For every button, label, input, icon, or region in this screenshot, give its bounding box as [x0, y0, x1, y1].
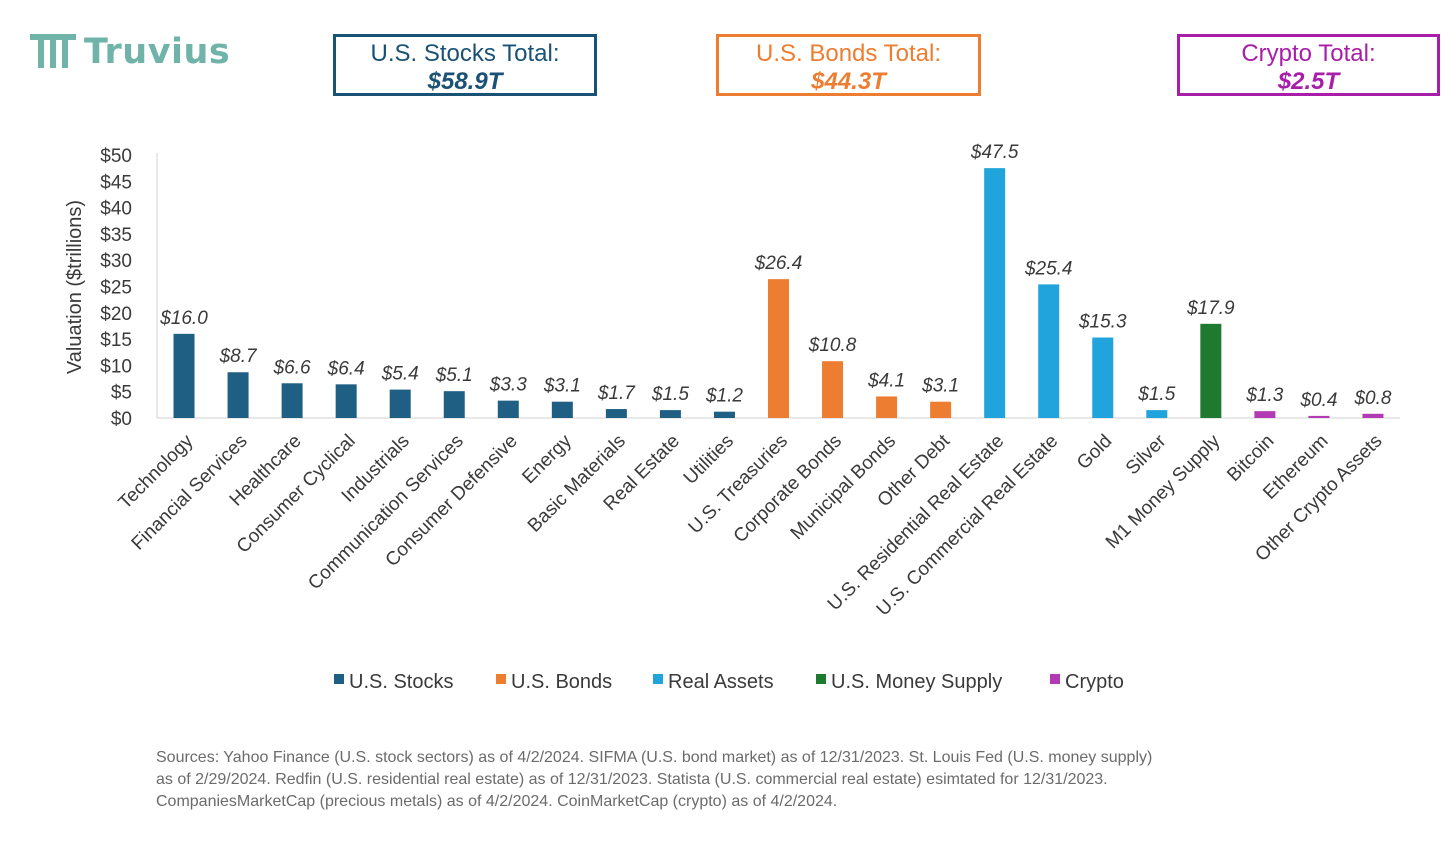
data-label: $47.5 [970, 142, 1019, 163]
brand-name: Truvius [84, 32, 231, 72]
legend-swatch [816, 674, 826, 684]
y-tick-label: $30 [100, 251, 132, 272]
data-label: $5.1 [435, 365, 473, 386]
bar-consumer-cyclical [335, 384, 357, 418]
data-label: $25.4 [1024, 258, 1073, 279]
data-label: $3.1 [543, 376, 581, 397]
legend-swatch [334, 674, 344, 684]
bar-other-debt [930, 401, 952, 418]
bar-financial-services [227, 372, 249, 418]
data-label: $10.8 [808, 335, 857, 356]
bar-silver [1146, 410, 1168, 418]
sources-line: Sources: Yahoo Finance (U.S. stock secto… [156, 749, 1153, 766]
data-label: $1.7 [597, 383, 636, 404]
crypto-total-box: Crypto Total: $2.5T [1177, 34, 1440, 96]
data-label: $1.3 [1245, 385, 1283, 406]
legend-item-label: Real Assets [668, 671, 774, 693]
y-tick-label: $50 [100, 146, 132, 167]
data-label: $3.1 [921, 376, 959, 397]
sources-line: CompaniesMarketCap (precious metals) as … [156, 793, 838, 810]
data-label: $6.4 [327, 358, 365, 379]
y-tick-label: $20 [100, 304, 132, 325]
stocks-total-value: $58.9T [427, 68, 503, 95]
legend-item-label: U.S. Money Supply [831, 671, 1002, 693]
x-tick-label: U.S. Treasuries [685, 431, 792, 538]
bar-ethereum [1308, 415, 1330, 418]
bar-utilities [713, 411, 735, 418]
data-label: $0.8 [1353, 388, 1391, 409]
legend-item-label: U.S. Bonds [511, 671, 612, 693]
data-label: $1.5 [651, 384, 689, 405]
bar-u-s-treasuries [768, 279, 789, 418]
sources-note: Sources: Yahoo Finance (U.S. stock secto… [156, 747, 1396, 813]
bar-u-s-commercial-real-estate [1038, 284, 1060, 418]
legend-swatch [1050, 674, 1060, 684]
data-label: $3.3 [489, 375, 527, 396]
bar-energy [551, 401, 573, 418]
y-tick-label: $45 [100, 172, 132, 193]
data-label: $4.1 [867, 370, 905, 391]
data-label: $16.0 [159, 308, 208, 329]
data-label: $6.6 [273, 357, 311, 378]
truvius-logo-icon [30, 34, 76, 68]
x-tick-label: Silver [1122, 430, 1171, 479]
data-label: $1.2 [705, 386, 743, 407]
y-tick-label: $40 [100, 199, 132, 220]
sources-line: as of 2/29/2024. Redfin (U.S. residentia… [156, 771, 1108, 788]
legend-swatch [496, 674, 506, 684]
bar-other-crypto-assets [1362, 413, 1384, 418]
bar-communication-services [443, 391, 465, 418]
data-label: $5.4 [381, 364, 419, 385]
bar-technology [173, 333, 195, 418]
legend-swatch [653, 674, 663, 684]
crypto-total-value: $2.5T [1277, 68, 1340, 95]
y-tick-label: $15 [100, 330, 132, 351]
bar-real-estate [659, 410, 681, 418]
data-label: $17.9 [1186, 298, 1235, 319]
bonds-total-label: U.S. Bonds Total: [756, 40, 941, 67]
y-tick-label: $10 [100, 356, 132, 377]
data-label: $1.5 [1137, 384, 1175, 405]
data-label: $8.7 [219, 346, 258, 367]
bar-corporate-bonds [822, 361, 844, 418]
bar-consumer-defensive [497, 400, 519, 418]
crypto-total-label: Crypto Total: [1241, 40, 1376, 67]
stocks-total-label: U.S. Stocks Total: [370, 40, 560, 67]
x-tick-label: Basic Materials [524, 431, 630, 537]
data-label: $26.4 [754, 253, 803, 274]
bar-industrials [389, 389, 411, 418]
bar-u-s-residential-real-estate [984, 168, 1006, 418]
logo: Truvius [30, 30, 230, 74]
bar-basic-materials [605, 409, 627, 418]
y-tick-label: $5 [111, 383, 132, 404]
bonds-total-box: U.S. Bonds Total: $44.3T [716, 34, 981, 96]
bar-healthcare [281, 383, 303, 418]
bar-gold [1092, 337, 1114, 418]
legend-item-label: Crypto [1065, 671, 1124, 693]
bar-municipal-bonds [876, 396, 898, 418]
y-tick-label: $25 [100, 278, 132, 299]
stocks-total-box: U.S. Stocks Total: $58.9T [333, 34, 597, 96]
y-axis-label: Valuation ($trillions) [64, 200, 86, 374]
x-tick-label: Gold [1073, 431, 1116, 474]
data-label: $0.4 [1299, 390, 1337, 411]
bar-chart: $0 $5 $10 $15 $20 $25 $30 $35 $40 $45 $50 Valuation… [64, 142, 1400, 693]
data-label: $15.3 [1078, 312, 1127, 333]
legend-item-label: U.S. Stocks [349, 671, 453, 693]
bar-m1-money-supply [1200, 323, 1222, 418]
y-tick-label: $35 [100, 225, 132, 246]
bar-bitcoin [1254, 411, 1276, 418]
bonds-total-value: $44.3T [811, 68, 886, 95]
y-tick-label: $0 [111, 409, 132, 430]
